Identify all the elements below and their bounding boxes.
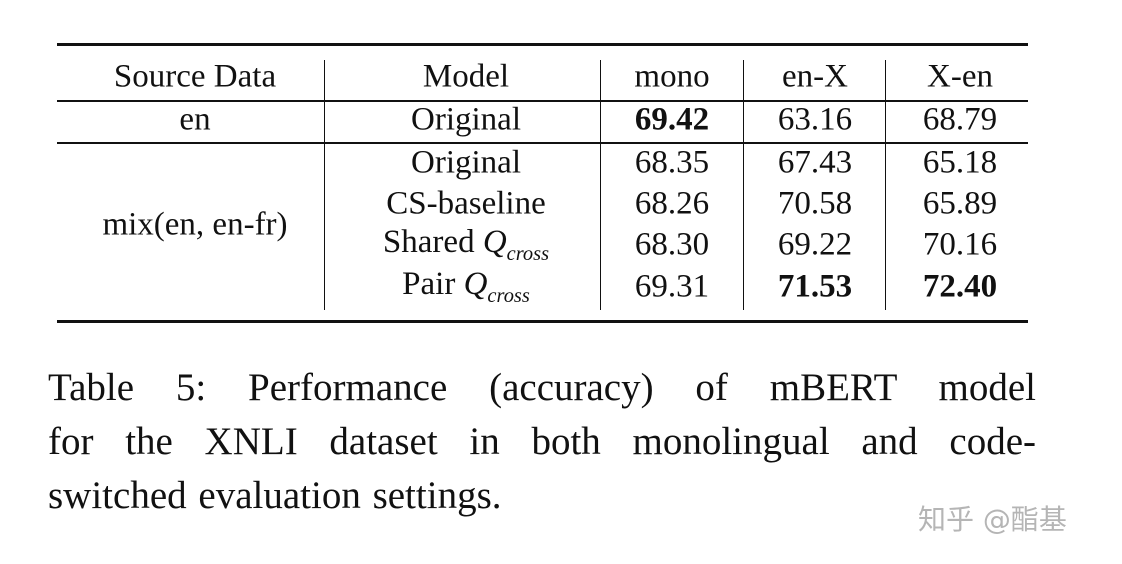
score-cell: 68.35: [634, 144, 710, 181]
watermark: 知乎 @酯基: [918, 503, 1067, 536]
bottom-rule: [57, 320, 1028, 323]
header-rule: [57, 100, 1028, 102]
math-subscript: cross: [506, 242, 550, 265]
model-cell: Original: [411, 145, 521, 182]
model-name: CS-baseline: [386, 185, 546, 222]
score-cell: 69.22: [777, 226, 853, 263]
column-header: Source Data: [113, 58, 277, 95]
score-cell: 65.89: [922, 185, 998, 222]
caption-line: for the XNLI dataset in both monolingual…: [48, 420, 1036, 463]
score-cell: 71.53: [777, 268, 853, 305]
source-cell: mix(en, en-fr): [102, 206, 288, 243]
score-cell: 69.31: [634, 268, 710, 305]
model-cell: CS-baseline: [386, 186, 545, 223]
caption-line: Table 5: Performance (accuracy) of mBERT…: [48, 366, 1036, 409]
score-cell: 72.40: [922, 268, 998, 305]
score-cell: 68.79: [922, 101, 998, 138]
score-cell: 68.26: [634, 185, 710, 222]
model-name: Pair: [402, 266, 456, 303]
model-cell: Pair Qcross: [402, 266, 530, 308]
column-header: en-X: [782, 58, 848, 95]
score-cell: 69.42: [634, 101, 710, 138]
score-cell: 70.58: [777, 185, 853, 222]
model-name: Original: [411, 101, 521, 138]
source-cell: en: [179, 101, 211, 138]
column-header: Model: [422, 58, 510, 95]
score-cell: 63.16: [777, 101, 853, 138]
model-cell: Shared Qcross: [383, 224, 549, 266]
column-header: X-en: [927, 58, 993, 95]
score-cell: 65.18: [922, 144, 998, 181]
top-rule: [57, 43, 1028, 46]
score-cell: 67.43: [777, 144, 853, 181]
score-cell: 68.30: [634, 226, 710, 263]
column-separator: [600, 60, 602, 310]
math-symbol: Q: [482, 224, 507, 261]
column-separator: [885, 60, 887, 310]
math-subscript: cross: [487, 284, 530, 307]
column-header: mono: [634, 58, 710, 95]
model-name: Original: [411, 144, 521, 181]
math-symbol: Q: [463, 266, 488, 303]
column-separator: [324, 60, 326, 310]
score-cell: 70.16: [922, 226, 998, 263]
column-separator: [743, 60, 745, 310]
group-rule: [57, 142, 1028, 144]
caption-line: switched evaluation settings.: [48, 474, 502, 517]
model-cell: Original: [411, 102, 521, 139]
model-name: Shared: [382, 224, 475, 261]
